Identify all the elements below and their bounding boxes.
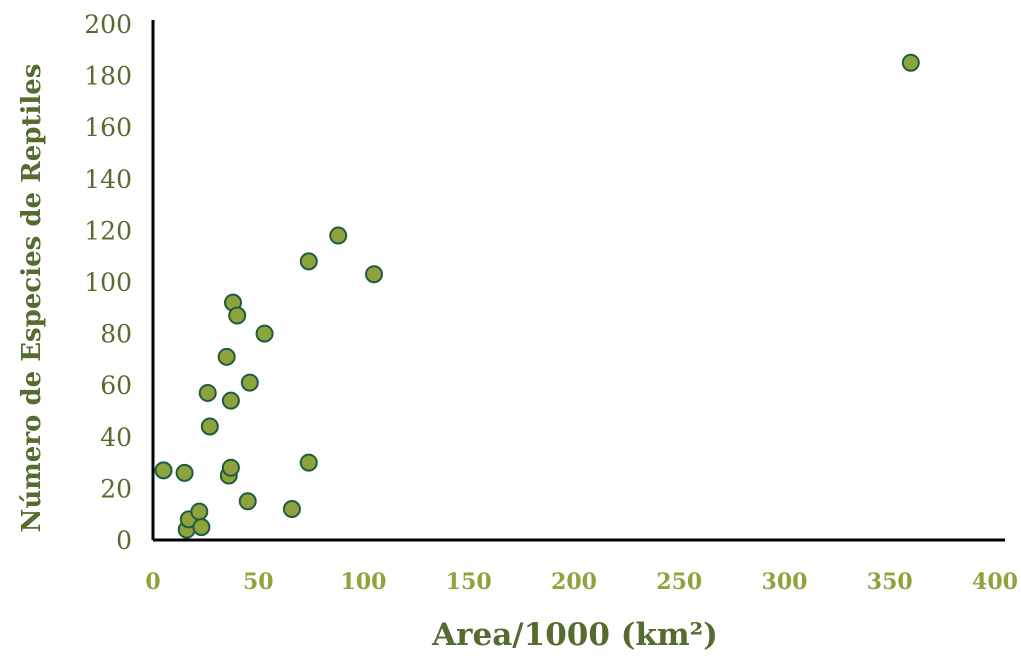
y-tick-labels: 0 20 40 60 80 100 120 140 160 180 200 [84,10,132,555]
data-point [240,373,259,392]
data-point [282,500,301,519]
data-point [198,383,217,402]
y-tick-label: 200 [84,10,132,39]
y-axis-title: Número de Especies de Reptiles [17,64,47,533]
data-points [154,53,920,539]
data-point [192,518,211,537]
data-point [221,391,240,410]
x-tick-labels: 0 50 100 150 200 250 300 350 400 [145,569,1018,595]
y-tick-label: 20 [100,474,132,503]
data-point [175,463,194,482]
data-point [299,453,318,472]
data-point [190,502,209,521]
y-tick-label: 60 [100,371,132,400]
x-tick-label: 0 [145,569,160,595]
x-tick-label: 200 [551,569,597,595]
data-point [228,306,247,325]
y-tick-label: 160 [84,113,132,142]
y-tick-label: 100 [84,268,132,297]
x-axis-title: Area/1000 (km²) [431,617,718,653]
data-point [365,265,384,284]
y-tick-label: 120 [84,216,132,245]
x-tick-label: 400 [972,569,1018,595]
data-point [200,417,219,436]
data-point [238,492,257,511]
y-tick-label: 40 [100,423,132,452]
x-tick-label: 50 [243,569,274,595]
data-point [217,347,236,366]
x-tick-label: 150 [446,569,492,595]
y-tick-label: 180 [84,62,132,91]
x-tick-label: 250 [656,569,702,595]
data-point [901,53,920,72]
x-tick-label: 350 [867,569,913,595]
data-point [221,458,240,477]
x-tick-label: 300 [762,569,808,595]
x-tick-label: 100 [341,569,387,595]
y-tick-label: 0 [116,526,132,555]
data-point [255,324,274,343]
data-point [299,252,318,271]
data-point [329,226,348,245]
y-tick-label: 140 [84,165,132,194]
data-point [154,461,173,480]
y-tick-label: 80 [100,320,132,349]
